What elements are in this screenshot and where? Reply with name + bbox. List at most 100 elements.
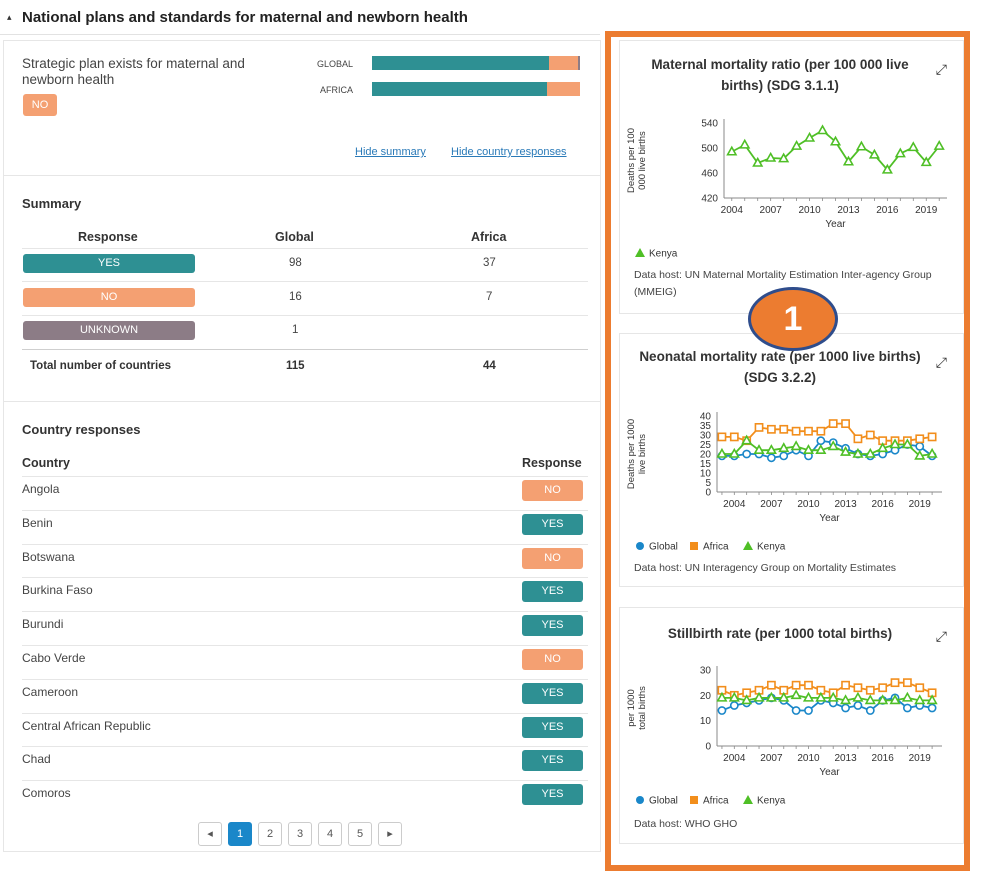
legend-item-africa[interactable]: Africa (690, 796, 729, 807)
country-name: Angola (22, 482, 60, 496)
data-point-africa (841, 419, 850, 428)
legend-item-global[interactable]: Global (636, 542, 678, 553)
data-point-kenya (864, 447, 876, 458)
page-4-button[interactable]: 4 (318, 822, 342, 846)
next-page-button[interactable]: ▸ (378, 822, 402, 846)
row-divider (22, 712, 588, 714)
africa-response-bar (372, 82, 580, 96)
legend-item-global[interactable]: Global (636, 796, 678, 807)
country-name: Benin (22, 515, 53, 530)
bar-label-africa: AFRICA (320, 85, 354, 95)
x-axis-label: Year (819, 767, 840, 778)
country-response-badge: YES (522, 513, 583, 535)
data-point-global (729, 701, 739, 710)
data-point-kenya (868, 148, 880, 159)
bar-segment-yes (372, 56, 550, 70)
x-tick-label: 2013 (834, 753, 857, 764)
legend-item-kenya[interactable]: Kenya (635, 248, 678, 260)
data-point-kenya (716, 691, 728, 702)
y-tick-label: 420 (701, 194, 718, 205)
divider (4, 401, 600, 402)
data-point-global (927, 703, 937, 713)
country-response-badge: NO (522, 480, 583, 501)
country-response-badge: YES (522, 750, 583, 772)
country-response-badge: NO (522, 547, 583, 569)
summary-no-global: 16 (289, 291, 302, 303)
data-point-kenya (741, 694, 753, 705)
legend-marker-circle (636, 796, 644, 804)
country-header: Country (22, 456, 70, 470)
data-point-global (915, 442, 925, 451)
prev-page-button[interactable]: ◂ (198, 822, 222, 846)
data-point-global (804, 706, 813, 715)
data-point-africa (841, 680, 850, 690)
data-point-kenya (933, 139, 945, 150)
expand-icon[interactable]: ⤢ (935, 61, 947, 77)
legend-item-africa[interactable]: Africa (690, 542, 729, 553)
chart-source: Data host: WHO GHO (634, 818, 738, 830)
legend-marker-triangle (743, 795, 753, 804)
data-point-africa (865, 685, 875, 695)
bar-label-global: GLOBAL (317, 59, 354, 69)
y-tick-label: 40 (700, 412, 712, 423)
legend-item-kenya[interactable]: Kenya (743, 795, 786, 807)
data-point-africa (791, 680, 801, 690)
question-text: Strategic plan exists for maternal and n… (22, 56, 245, 87)
response-header: Response (522, 456, 582, 470)
summary-header-response: Response (78, 230, 138, 244)
y-tick-label: 35 (700, 421, 712, 432)
x-tick-label: 2013 (834, 499, 857, 510)
x-tick-label: 2010 (797, 753, 820, 764)
summary-no-badge: NO (23, 288, 195, 307)
data-point-kenya (855, 140, 867, 151)
expand-icon[interactable]: ⤢ (935, 628, 947, 644)
y-tick-label: 20 (700, 450, 712, 461)
data-point-africa (927, 432, 937, 442)
data-point-kenya (752, 156, 764, 167)
section-header[interactable]: ▴ National plans and standards for mater… (0, 0, 600, 35)
page-1-button[interactable]: 1 (228, 822, 252, 846)
country-name: Comoros (22, 786, 71, 801)
hide-summary-link[interactable]: Hide summary (355, 146, 426, 158)
collapse-caret-icon[interactable]: ▴ (7, 12, 12, 22)
data-point-africa (902, 678, 912, 688)
page-3-button[interactable]: 3 (288, 822, 312, 846)
data-point-global (853, 701, 863, 710)
x-tick-label: 2013 (837, 205, 860, 216)
legend-label: Africa (703, 542, 729, 553)
country-response-badge: YES (522, 581, 583, 603)
data-point-africa (828, 419, 838, 428)
data-point-africa (766, 424, 776, 434)
summary-total-label: Total number of countries (30, 360, 171, 372)
row-divider (22, 645, 588, 646)
data-point-kenya (907, 141, 919, 152)
neonatal-mortality-card: Neonatal mortality rate (per 1000 live b… (619, 333, 964, 587)
y-tick-label: 10 (700, 469, 712, 480)
data-point-kenya (753, 691, 765, 702)
summary-yes-badge: YES (23, 254, 195, 273)
x-tick-label: 2010 (797, 499, 820, 510)
x-tick-label: 2007 (760, 753, 783, 764)
x-tick-label: 2010 (798, 205, 821, 216)
highlight-frame (605, 31, 970, 871)
data-point-kenya (753, 444, 765, 455)
data-point-kenya (852, 447, 864, 458)
data-point-kenya (914, 694, 926, 705)
divider (4, 175, 600, 176)
data-point-kenya (840, 445, 852, 456)
x-tick-label: 2016 (872, 753, 895, 764)
data-point-kenya (741, 434, 753, 445)
data-point-africa (791, 426, 801, 436)
legend-marker-triangle (635, 248, 645, 257)
legend-item-kenya[interactable]: Kenya (743, 541, 786, 553)
row-divider (22, 281, 588, 282)
legend-label: Africa (703, 796, 729, 807)
expand-icon[interactable]: ⤢ (935, 354, 947, 370)
page-5-button[interactable]: 5 (348, 822, 372, 846)
page-2-button[interactable]: 2 (258, 822, 282, 846)
data-point-kenya (765, 691, 777, 702)
hide-country-responses-link[interactable]: Hide country responses (451, 146, 567, 158)
summary-yes-global: 98 (289, 257, 302, 269)
data-point-global (779, 451, 789, 461)
summary-no-africa: 7 (486, 291, 493, 303)
